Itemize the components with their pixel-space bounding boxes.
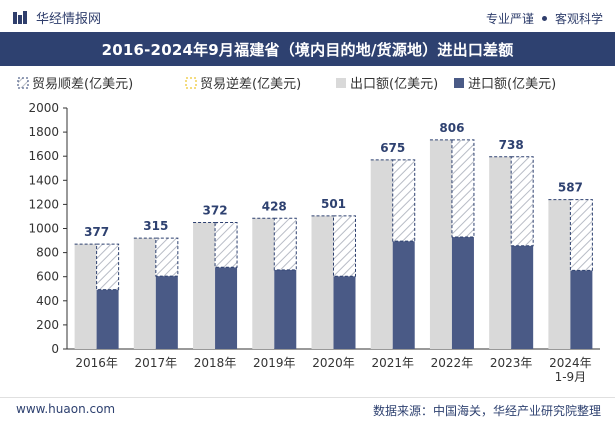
bar-surplus bbox=[451, 139, 475, 238]
y-tick-label: 0 bbox=[51, 342, 59, 356]
data-label-surplus: 377 bbox=[84, 225, 109, 239]
legend: 贸易顺差(亿美元) 贸易逆差(亿美元) 出口额(亿美元) 进口额(亿美元) bbox=[17, 76, 556, 92]
bar-surplus bbox=[569, 199, 593, 271]
chart-title: 2016-2024年9月福建省（境内目的地/货源地）进出口差额 bbox=[101, 40, 514, 59]
bars bbox=[74, 139, 593, 349]
bar-import bbox=[570, 270, 593, 349]
y-tick-label: 200 bbox=[36, 318, 59, 332]
data-label-surplus: 428 bbox=[262, 199, 287, 213]
bar-export bbox=[252, 218, 275, 349]
data-label-surplus: 806 bbox=[439, 121, 464, 135]
x-tick-label: 2024年 bbox=[549, 356, 592, 370]
bar-import bbox=[274, 269, 297, 349]
y-tick-label: 1800 bbox=[28, 125, 59, 139]
bar-surplus bbox=[273, 217, 297, 271]
y-tick-label: 800 bbox=[36, 246, 59, 260]
bar-import bbox=[392, 241, 415, 349]
bar-export bbox=[429, 139, 452, 349]
x-tick-label: 2021年 bbox=[371, 356, 414, 370]
footer-website[interactable]: www.huaon.com bbox=[16, 402, 116, 416]
y-tick-label: 1200 bbox=[28, 197, 59, 211]
y-tick-label: 1000 bbox=[28, 222, 59, 236]
bar-import bbox=[215, 267, 238, 349]
x-tick-label: 2023年 bbox=[490, 356, 533, 370]
data-label-surplus: 372 bbox=[203, 203, 228, 217]
bar-export bbox=[548, 199, 571, 349]
legend-item-import[interactable]: 进口额(亿美元) bbox=[454, 77, 556, 92]
x-axis: 2016年 2017年 2018年 2019年 2020年 2021年 2022年 2023年… bbox=[75, 356, 591, 384]
x-tick-label: 2017年 bbox=[135, 356, 178, 370]
bar-export bbox=[311, 215, 334, 349]
bar-export bbox=[133, 238, 156, 349]
y-tick-label: 1600 bbox=[28, 149, 59, 163]
bar-surplus bbox=[333, 215, 356, 277]
x-tick-label: 2019年 bbox=[253, 356, 296, 370]
bar-surplus bbox=[392, 159, 416, 242]
bar-import bbox=[96, 289, 119, 349]
footer-divider bbox=[0, 397, 615, 398]
legend-swatch-surplus bbox=[17, 77, 29, 89]
bar-import bbox=[333, 276, 356, 349]
bar-import bbox=[451, 237, 474, 349]
y-tick-label: 1400 bbox=[28, 173, 59, 187]
y-tick-label: 400 bbox=[36, 294, 59, 308]
bar-surplus bbox=[214, 221, 238, 268]
legend-swatch-export bbox=[336, 78, 346, 88]
legend-swatch-deficit bbox=[185, 77, 197, 89]
bar-export bbox=[370, 159, 393, 349]
slogan: 专业严谨 客观科学 bbox=[486, 10, 603, 27]
data-label-surplus: 587 bbox=[558, 181, 583, 195]
legend-item-export[interactable]: 出口额(亿美元) bbox=[336, 77, 438, 92]
slogan-right: 客观科学 bbox=[554, 12, 603, 26]
bar-export bbox=[193, 222, 216, 349]
bar-surplus bbox=[155, 237, 179, 277]
title-bar: 2016-2024年9月福建省（境内目的地/货源地）进出口差额 bbox=[0, 32, 615, 66]
bar-surplus bbox=[96, 243, 120, 291]
data-label-surplus: 675 bbox=[380, 141, 405, 155]
slogan-left: 专业严谨 bbox=[485, 12, 534, 26]
legend-label-import: 进口额(亿美元) bbox=[468, 77, 556, 92]
data-label-surplus: 738 bbox=[499, 138, 524, 152]
legend-label-deficit: 贸易逆差(亿美元) bbox=[200, 76, 301, 92]
legend-swatch-import bbox=[454, 78, 464, 88]
bar-import bbox=[155, 276, 178, 349]
bar-export bbox=[74, 244, 97, 349]
legend-label-surplus: 贸易顺差(亿美元) bbox=[32, 77, 133, 92]
x-tick-label: 2016年 bbox=[75, 356, 118, 370]
legend-label-export: 出口额(亿美元) bbox=[350, 77, 438, 92]
x-tick-label: 2022年 bbox=[431, 356, 474, 370]
legend-item-surplus[interactable]: 贸易顺差(亿美元) bbox=[17, 77, 133, 92]
data-labels: 377 315 372 428 501 675 806 738 587 bbox=[84, 121, 583, 239]
x-tick-label: 2020年 bbox=[312, 356, 355, 370]
top-bar: 华经情报网 专业严谨 客观科学 bbox=[0, 0, 615, 32]
chart: 贸易顺差(亿美元) 贸易逆差(亿美元) 出口额(亿美元) 进口额(亿美元) 0 200 4… bbox=[17, 76, 600, 384]
x-tick-label: 1-9月 bbox=[555, 370, 587, 384]
bar-export bbox=[489, 156, 512, 349]
data-label-surplus: 315 bbox=[143, 219, 168, 233]
slogan-dot-icon bbox=[541, 16, 547, 21]
y-tick-label: 2000 bbox=[28, 101, 59, 115]
logo[interactable]: 华经情报网 bbox=[12, 8, 101, 27]
data-label-surplus: 501 bbox=[321, 197, 346, 211]
y-tick-label: 600 bbox=[36, 270, 59, 284]
bar-import bbox=[511, 245, 534, 349]
legend-item-deficit[interactable]: 贸易逆差(亿美元) bbox=[185, 76, 301, 92]
x-tick-label: 2018年 bbox=[194, 356, 237, 370]
bar-surplus bbox=[510, 156, 534, 247]
logo-text: 华经情报网 bbox=[36, 12, 102, 27]
footer-source: 数据来源：中国海关，华经产业研究院整理 bbox=[372, 404, 601, 418]
huajing-logo-icon bbox=[13, 10, 27, 24]
